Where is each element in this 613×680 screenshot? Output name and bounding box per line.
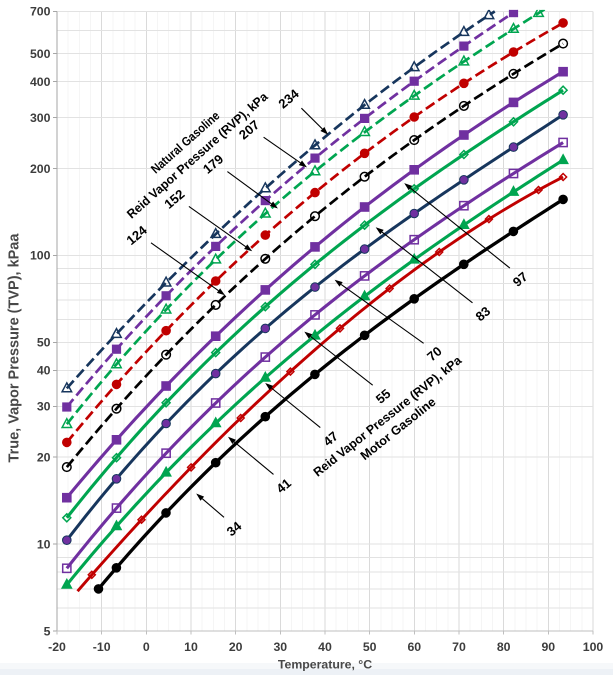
svg-text:True, Vapor Pressure (TVP), kP: True, Vapor Pressure (TVP), kPaa xyxy=(7,233,23,463)
svg-text:80: 80 xyxy=(497,640,511,654)
svg-text:-20: -20 xyxy=(48,640,66,654)
svg-text:5: 5 xyxy=(44,624,51,638)
svg-text:10: 10 xyxy=(184,640,198,654)
svg-text:70: 70 xyxy=(452,640,466,654)
svg-text:50: 50 xyxy=(363,640,377,654)
svg-text:30: 30 xyxy=(273,640,287,654)
svg-text:40: 40 xyxy=(318,640,332,654)
svg-text:10: 10 xyxy=(37,537,51,551)
svg-text:90: 90 xyxy=(541,640,555,654)
svg-text:400: 400 xyxy=(30,75,51,89)
svg-text:20: 20 xyxy=(229,640,243,654)
svg-text:30: 30 xyxy=(37,400,51,414)
svg-text:300: 300 xyxy=(30,111,51,125)
svg-text:200: 200 xyxy=(30,162,51,176)
svg-text:-10: -10 xyxy=(93,640,111,654)
svg-text:500: 500 xyxy=(30,47,51,61)
svg-text:0: 0 xyxy=(143,640,150,654)
svg-text:50: 50 xyxy=(37,336,51,350)
svg-text:20: 20 xyxy=(37,451,51,465)
svg-text:40: 40 xyxy=(37,364,51,378)
svg-text:Temperature, °C: Temperature, °C xyxy=(278,658,372,672)
svg-text:100: 100 xyxy=(583,640,604,654)
svg-text:100: 100 xyxy=(30,249,51,263)
svg-text:700: 700 xyxy=(30,5,51,19)
svg-text:60: 60 xyxy=(407,640,421,654)
